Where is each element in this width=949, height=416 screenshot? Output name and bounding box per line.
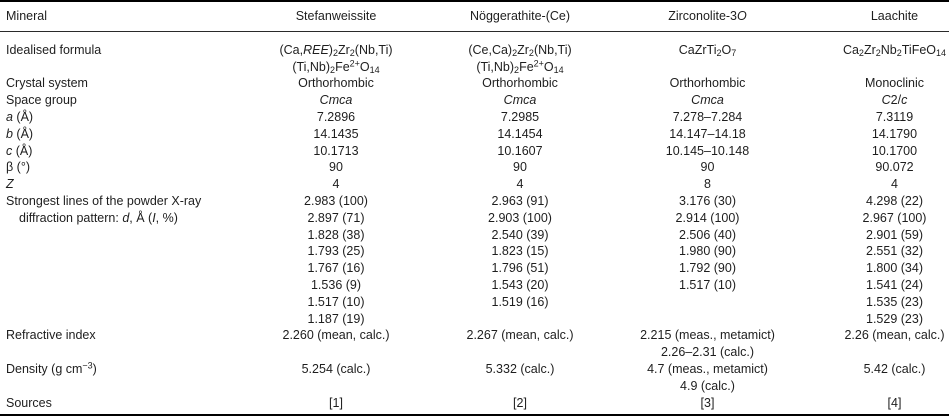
table-row-c-parameter: c (Å) 10.1713 10.1607 10.145–10.148 10.1… <box>0 143 949 160</box>
value-cell: 2.260 (mean, calc.) <box>282 328 390 343</box>
row-label: β (°) <box>6 160 30 175</box>
value-cell: 7.2985 <box>500 109 540 124</box>
value-cell: 7.2896 <box>316 109 356 124</box>
value-cell: 10.1607 <box>497 143 543 158</box>
value-cell: 4 <box>332 177 340 192</box>
row-label: Refractive index <box>6 328 96 343</box>
value-cell: Monoclinic <box>864 76 925 91</box>
row-label: c (Å) <box>6 143 33 158</box>
value-cell: 14.1454 <box>497 126 543 141</box>
value-cell: 7.278–7.284 <box>672 109 743 124</box>
value-cell: 10.1700 <box>871 143 918 158</box>
row-label: Sources <box>6 395 52 410</box>
table-row-beta-angle: β (°) 90 90 90 90.072 <box>0 159 949 176</box>
value-cell: 2.983 (100) 2.897 (71) 1.828 (38) 1.793 (25… <box>304 193 368 326</box>
value-cell: 3.176 (30) 2.914 (100) 2.506 (40) 1.980 (90… <box>675 193 740 292</box>
value-cell: 4.298 (22) 2.967 (100) 2.901 (59) 2.551 (32… <box>862 193 927 326</box>
row-label: b (Å) <box>6 126 34 141</box>
value-cell: 10.145–10.148 <box>665 143 750 158</box>
value-cell: 14.1435 <box>313 126 359 141</box>
row-label-line2: diffraction pattern: d, Å (I, %) <box>19 210 178 225</box>
value-cell: C2/c <box>881 93 908 108</box>
table-row-density: Density (g cm−3) 5.254 (calc.) 5.332 (ca… <box>0 361 949 395</box>
value-cell: Ca2Zr2Nb2TiFeO14 <box>842 42 947 58</box>
value-cell: Orthorhombic <box>669 76 746 91</box>
table-row-space-group: Space group Cmca Cmca Cmca C2/c <box>0 92 949 109</box>
value-cell: 90.072 <box>875 160 914 175</box>
value-cell: 2.26 (mean, calc.) <box>844 328 945 343</box>
header-row: Mineral Stefanweissite Nöggerathite-(Ce)… <box>0 1 949 32</box>
value-cell: (Ca,REE)2Zr2(Nb,Ti) (Ti,Nb)2Fe2+O14 <box>279 42 393 75</box>
value-cell: [1] <box>329 395 343 410</box>
table-row-idealised-formula: Idealised formula (Ca,REE)2Zr2(Nb,Ti) (Ti… <box>0 31 949 75</box>
row-label: Density (g cm−3) <box>6 360 97 376</box>
table-body: Idealised formula (Ca,REE)2Zr2(Nb,Ti) (Ti… <box>0 31 949 415</box>
value-cell: 8 <box>704 177 711 192</box>
row-label: Strongest lines of the powder X-ray diff… <box>0 193 252 327</box>
value-cell: [2] <box>513 395 527 410</box>
value-cell: 4.7 (meas., metamict) 4.9 (calc.) <box>647 361 768 393</box>
row-label: a (Å) <box>6 109 34 124</box>
value-cell: 4 <box>891 177 898 192</box>
table-row-refractive-index: Refractive index 2.260 (mean, calc.) 2.2… <box>0 327 949 361</box>
value-cell: 2.267 (mean, calc.) <box>466 328 574 343</box>
value-cell: Orthorhombic <box>298 76 374 91</box>
value-cell: 4 <box>516 177 524 192</box>
value-cell: 10.1713 <box>313 143 359 158</box>
table-row-crystal-system: Crystal system Orthorhombic Orthorhombic… <box>0 75 949 92</box>
table-header: Mineral Stefanweissite Nöggerathite-(Ce)… <box>0 1 949 32</box>
value-cell: 90 <box>329 160 343 175</box>
value-cell: 5.254 (calc.) <box>301 361 371 376</box>
value-cell: 14.1790 <box>871 126 918 141</box>
value-cell: 14.147–14.18 <box>669 126 746 141</box>
value-cell: 90 <box>513 160 527 175</box>
row-label: Crystal system <box>6 76 88 91</box>
value-cell: CaZrTi2O7 <box>678 42 737 58</box>
row-label: Idealised formula <box>6 42 102 57</box>
value-cell: 90 <box>700 160 715 175</box>
value-cell: [4] <box>887 395 902 410</box>
value-cell: Cmca <box>691 93 724 108</box>
value-cell: 5.42 (calc.) <box>863 361 926 376</box>
column-header-noggerathite: Nöggerathite-(Ce) <box>420 1 620 32</box>
table-row-z-value: Z 4 4 8 4 <box>0 176 949 193</box>
row-label: Z <box>6 177 14 192</box>
row-label: Space group <box>6 93 77 108</box>
value-cell: 5.332 (calc.) <box>485 361 555 376</box>
table-row-sources: Sources [1] [2] [3] [4] <box>0 395 949 416</box>
column-header-laachite: Laachite <box>795 1 949 32</box>
table-row-xrd-lines: Strongest lines of the powder X-ray diff… <box>0 193 949 327</box>
value-cell: 2.215 (meas., metamict) 2.26–2.31 (calc.) <box>640 328 775 360</box>
value-cell: [3] <box>700 395 715 410</box>
value-cell: Cmca <box>319 93 353 108</box>
value-cell: Orthorhombic <box>482 76 558 91</box>
value-cell: (Ce,Ca)2Zr2(Nb,Ti) (Ti,Nb)2Fe2+O14 <box>468 42 572 75</box>
row-label-line1: Strongest lines of the powder X-ray <box>6 193 202 208</box>
value-cell: 7.3119 <box>875 109 914 124</box>
table-row-a-parameter: a (Å) 7.2896 7.2985 7.278–7.284 7.3119 <box>0 109 949 126</box>
column-header-stefanweissite: Stefanweissite <box>252 1 420 32</box>
table-row-b-parameter: b (Å) 14.1435 14.1454 14.147–14.18 14.17… <box>0 126 949 143</box>
column-header-zirconolite: Zirconolite-3O <box>620 1 795 32</box>
column-header-mineral: Mineral <box>0 1 252 32</box>
value-cell: 2.963 (91) 2.903 (100) 2.540 (39) 1.823 (15… <box>488 193 552 309</box>
value-cell: Cmca <box>503 93 537 108</box>
